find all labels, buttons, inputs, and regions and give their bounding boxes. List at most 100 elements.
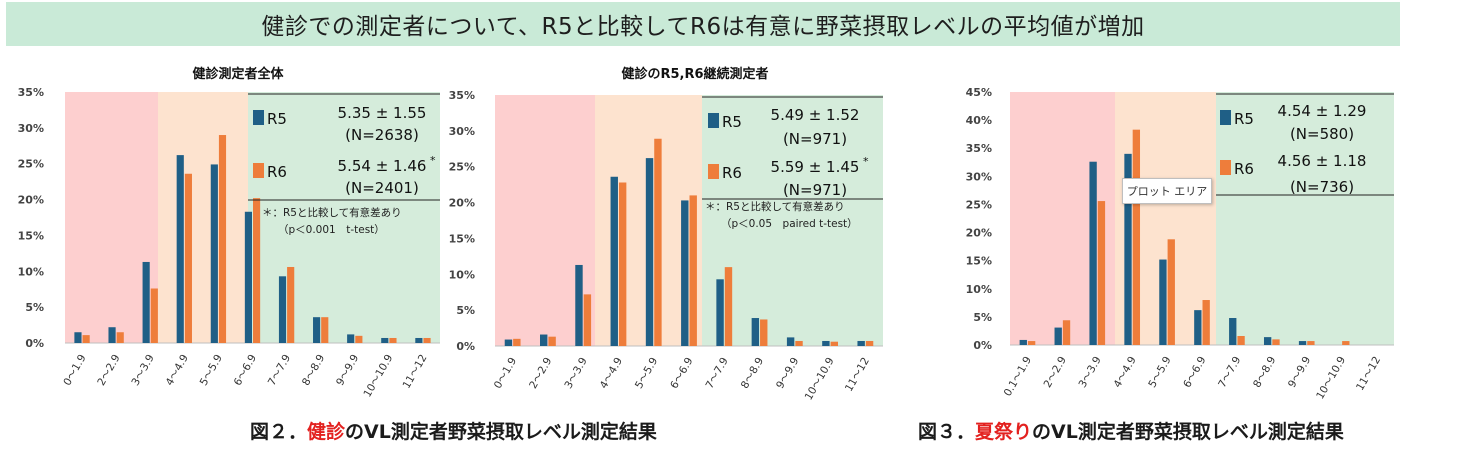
legend-stat: 5.54 ± 1.46: [338, 157, 427, 175]
bar-r6: [865, 340, 874, 346]
legend-swatch-r6: [708, 164, 719, 179]
bar-r5: [415, 337, 423, 343]
y-tick-label: 35%: [449, 89, 475, 102]
legend-label: R5: [722, 113, 742, 131]
y-tick-label: 5%: [973, 311, 992, 324]
bar-r6: [218, 135, 227, 343]
bar-r6: [1027, 341, 1036, 345]
y-tick-label: 10%: [449, 268, 475, 281]
y-tick-label: 20%: [449, 197, 475, 210]
bar-r6: [355, 335, 363, 343]
bar-r6: [1307, 341, 1315, 345]
significance-note: ＊：R5と比較して有意差あり: [262, 206, 402, 219]
legend-n: (N=971): [783, 130, 847, 148]
bar-r5: [1054, 327, 1062, 345]
x-tick-label: 11～12: [1354, 355, 1383, 393]
legend-n: (N=736): [1290, 178, 1354, 196]
x-tick-label: 8～8.9: [1251, 355, 1278, 390]
bar-r5: [822, 340, 830, 346]
legend-n: (N=971): [783, 181, 847, 199]
banner-title: 健診での測定者について、R5と比較してR6は有意に野菜摂取レベルの平均値が増加: [261, 14, 1145, 40]
bar-r6: [689, 195, 697, 346]
bar-r5: [681, 200, 689, 346]
bar-r6: [1132, 129, 1141, 345]
y-tick-label: 5%: [25, 301, 44, 314]
legend-label: R6: [1234, 160, 1254, 178]
y-tick-label: 35%: [18, 86, 44, 99]
x-tick-label: 4～4.9: [1111, 355, 1138, 390]
legend-n: (N=2638): [345, 126, 419, 144]
bar-r5: [313, 317, 321, 343]
y-tick-label: 0%: [973, 339, 992, 352]
y-tick-label: 30%: [966, 170, 992, 183]
bar-r6: [1237, 336, 1245, 345]
legend-stat: 5.59 ± 1.45: [771, 158, 860, 176]
legend-label: R6: [722, 164, 742, 182]
figure-caption-3: 図３．夏祭りのVL測定者野菜摂取レベル測定結果: [918, 417, 1344, 444]
bar-r5: [786, 337, 795, 346]
significance-note: ＊：R5と比較して有意差あり: [705, 200, 845, 213]
y-tick-label: 20%: [966, 227, 992, 240]
bar-r6: [654, 138, 662, 346]
significance-note: （p＜0.05 paired t-test）: [721, 218, 858, 230]
legend-label: R5: [267, 110, 287, 128]
bar-r5: [1159, 259, 1167, 345]
bar-r5: [716, 279, 724, 346]
bar-r5: [142, 261, 150, 343]
bar-r6: [1202, 300, 1210, 345]
legend-swatch-r5: [1220, 110, 1231, 125]
bar-r5: [1019, 339, 1027, 345]
significance-note: （p＜0.001 t-test）: [278, 224, 385, 236]
bar-r5: [1194, 310, 1202, 345]
bar-r6: [321, 317, 329, 343]
legend-swatch-r6: [253, 163, 264, 178]
bar-r6: [287, 266, 295, 343]
bar-r5: [540, 334, 548, 346]
bar-r5: [857, 340, 865, 346]
bar-r6: [1097, 201, 1106, 345]
legend-stat: 4.54 ± 1.29: [1278, 102, 1367, 120]
bar-r6: [830, 341, 838, 346]
chart-title: 健診のR5,R6継続測定者: [621, 66, 768, 82]
legend-swatch-r6: [1220, 160, 1231, 175]
legend-stat: 4.56 ± 1.18: [1278, 152, 1367, 170]
x-tick-label: 0.1～1.9: [1002, 355, 1034, 399]
bar-r6: [618, 182, 627, 346]
bar-r5: [244, 211, 252, 343]
bar-r6: [583, 294, 592, 346]
y-tick-label: 40%: [966, 114, 992, 127]
y-tick-label: 20%: [18, 194, 44, 207]
bar-r5: [1124, 153, 1132, 345]
bar-r5: [1298, 341, 1307, 345]
zone-band-2: [1216, 92, 1394, 345]
y-tick-label: 0%: [456, 340, 475, 353]
y-tick-label: 30%: [18, 122, 44, 135]
bar-r6: [724, 267, 733, 346]
y-tick-label: 10%: [966, 283, 992, 296]
bar-r5: [347, 334, 355, 343]
legend-label: R5: [1234, 110, 1254, 128]
bar-r5: [751, 318, 760, 346]
caption-suffix: のVL測定者野菜摂取レベル測定結果: [345, 421, 657, 443]
bar-r5: [645, 158, 654, 346]
caption-suffix: のVL測定者野菜摂取レベル測定結果: [1032, 421, 1344, 443]
caption-highlight: 夏祭り: [975, 421, 1033, 443]
zone-band-1: [158, 92, 248, 343]
y-tick-label: 15%: [18, 229, 44, 242]
bar-r6: [1062, 320, 1071, 345]
x-tick-label: 3～3.9: [1077, 355, 1104, 390]
y-tick-label: 0%: [25, 337, 44, 350]
zone-band-0: [65, 92, 158, 343]
bar-r5: [575, 264, 583, 346]
caption-prefix: 図３．: [918, 421, 976, 443]
bar-r6: [184, 173, 192, 343]
y-tick-label: 45%: [966, 86, 992, 99]
bar-r6: [1342, 341, 1350, 345]
caption-prefix: 図２．: [250, 421, 308, 443]
bar-r6: [1167, 239, 1175, 345]
tooltip-text: プロット エリア: [1126, 185, 1208, 198]
bar-r5: [504, 339, 513, 346]
